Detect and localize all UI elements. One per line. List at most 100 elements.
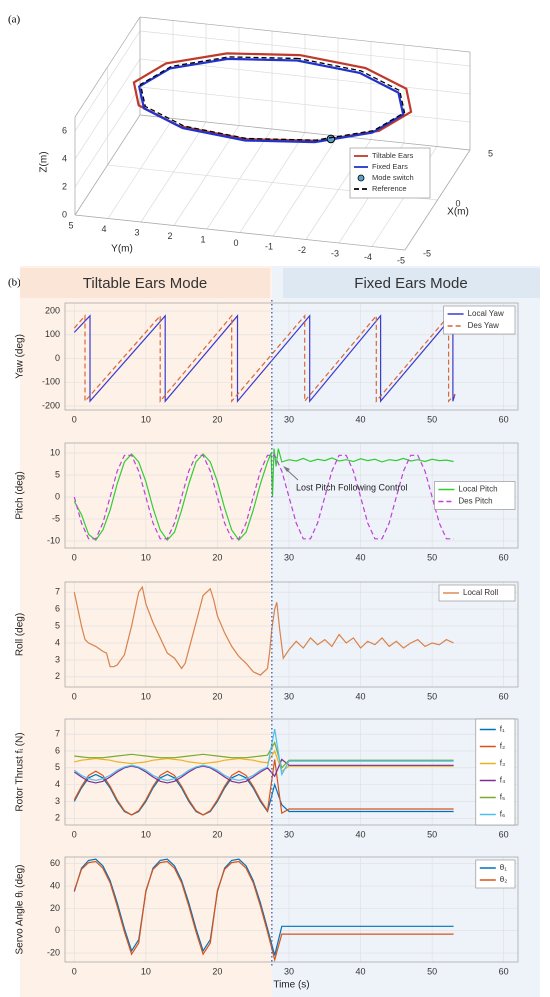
y-tick-label: 3 (55, 654, 60, 664)
legend-box (475, 718, 516, 826)
mode-header (20, 268, 270, 298)
y-tick-label: 5 (68, 220, 73, 230)
legend-label: Mode switch (372, 173, 414, 182)
y-tick-label: 6 (55, 745, 60, 755)
x-tick-label: 60 (499, 829, 509, 839)
x-tick-label: 10 (141, 552, 151, 562)
z-tick-label: 4 (62, 153, 67, 163)
legend-label: Des Pitch (458, 497, 492, 506)
y-tick-label: 2 (167, 231, 172, 241)
x-tick-label: 10 (141, 966, 151, 976)
y-axis-label: Yaw (deg) (15, 334, 26, 379)
legend-label: Local Pitch (458, 485, 497, 494)
legend-label: Fixed Ears (372, 162, 408, 171)
legend-label: f₅ (500, 793, 505, 802)
legend-box (438, 584, 516, 602)
series-line (73, 728, 454, 782)
grid-line (107, 118, 174, 219)
x-tick-label: 50 (427, 691, 437, 701)
x-tick-label: 60 (499, 691, 509, 701)
x-tick-label: 40 (356, 829, 366, 839)
legend-label: f₂ (500, 742, 505, 751)
y-tick-label: 100 (45, 329, 60, 339)
series-line (73, 314, 456, 403)
y-axis-label: Roll (deg) (15, 613, 26, 656)
panel-label: (b) (8, 277, 21, 289)
y-tick-label: -20 (47, 947, 60, 957)
annotation: Lost Pitch Following Control (296, 482, 408, 492)
y-tick-label: 10 (50, 447, 60, 457)
axis-label: Y(m) (111, 244, 133, 255)
series-line (73, 758, 454, 784)
x-tick-label: 10 (141, 829, 151, 839)
plot-frame (64, 302, 519, 411)
x-tick-label: 60 (499, 414, 509, 424)
y-tick-label: -2 (298, 245, 306, 255)
plot-frame (64, 856, 519, 963)
y-tick-label: 20 (50, 903, 60, 913)
x-tick-label: 0 (72, 829, 77, 839)
axis-edge (74, 114, 141, 216)
y-tick-label: 3 (134, 227, 139, 237)
legend-label: Reference (372, 184, 407, 193)
y-tick-label: -5 (52, 513, 60, 523)
grid-line (239, 132, 306, 233)
legend-label: Local Yaw (468, 309, 504, 318)
legend-label: θ₂ (500, 875, 508, 884)
mode-title: Tiltable Ears Mode (83, 275, 208, 292)
y-tick-label: 1 (200, 234, 205, 244)
grid-line (74, 58, 141, 160)
y-tick-label: 0 (55, 491, 60, 501)
y-tick-label: 7 (55, 729, 60, 739)
x-tick-label: 0 (456, 198, 461, 208)
x-tick-label: 10 (141, 691, 151, 701)
x-tick-label: 0 (72, 691, 77, 701)
z-tick-label: 6 (62, 125, 67, 135)
z-tick-label: 0 (62, 209, 67, 219)
y-tick-label: -3 (331, 248, 339, 258)
x-tick-label: 50 (427, 829, 437, 839)
y-tick-label: 5 (55, 469, 60, 479)
series-line (73, 759, 454, 816)
x-tick-label: 60 (499, 966, 509, 976)
legend-label: Local Roll (463, 588, 498, 597)
x-tick-label: 40 (356, 552, 366, 562)
grid-line (74, 30, 141, 132)
legend-marker (357, 174, 365, 182)
x-tick-label: 50 (427, 414, 437, 424)
x-tick-label: -5 (423, 248, 431, 258)
axis-edge (404, 149, 471, 251)
y-tick-label: 40 (50, 880, 60, 890)
y-tick-label: 6 (55, 603, 60, 613)
axis-edge (139, 16, 471, 53)
axis-edge (139, 114, 471, 151)
x-tick-label: 40 (356, 414, 366, 424)
y-tick-label: -100 (42, 377, 60, 387)
legend-box (434, 481, 516, 510)
series-line (73, 448, 454, 542)
y-tick-label: 7 (55, 587, 60, 597)
grid-line (272, 135, 339, 237)
y-tick-label: 5 (55, 620, 60, 630)
z-tick-label: 2 (62, 181, 67, 191)
legend-label: f₃ (500, 759, 505, 768)
x-tick-label: 40 (356, 691, 366, 701)
x-tick-label: 10 (141, 414, 151, 424)
legend-box (443, 305, 516, 335)
x-tick-label: 0 (72, 414, 77, 424)
x-tick-label: 5 (488, 148, 493, 158)
axis-edge (74, 214, 406, 251)
x-tick-label: 30 (284, 552, 294, 562)
y-tick-label: 60 (50, 858, 60, 868)
series-line (74, 749, 454, 773)
grid-line (74, 86, 141, 188)
series-line (73, 860, 454, 963)
x-tick-label: 50 (427, 966, 437, 976)
grid-line (140, 121, 207, 223)
annotation-arrowhead (283, 466, 290, 472)
y-tick-label: 4 (55, 637, 60, 647)
trajectory (132, 52, 413, 143)
grid-line (139, 86, 471, 123)
